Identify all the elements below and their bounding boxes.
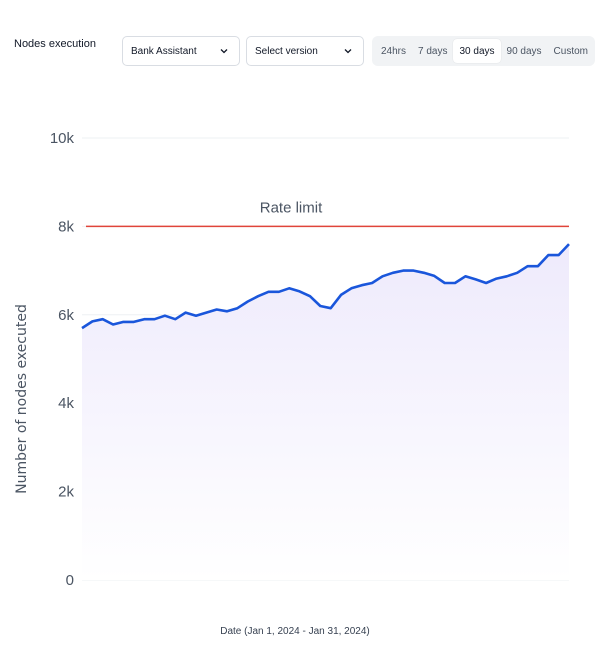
range-30-days[interactable]: 30 days xyxy=(453,39,501,63)
range-24hrs[interactable]: 24hrs xyxy=(381,45,407,57)
range-custom[interactable]: Custom xyxy=(553,45,588,57)
chevron-down-icon xyxy=(341,44,355,58)
y-axis-title: Number of nodes executed xyxy=(14,304,30,494)
y-tick-label: 8k xyxy=(58,218,74,235)
series-area xyxy=(82,244,569,580)
series-line xyxy=(81,243,570,330)
agent-select[interactable]: Bank Assistant xyxy=(122,36,240,66)
range-90-days[interactable]: 90 days xyxy=(506,45,542,57)
y-tick-label: 4k xyxy=(58,395,74,412)
x-axis-title: Date (Jan 1, 2024 - Jan 31, 2024) xyxy=(220,626,370,637)
y-tick-label: 2k xyxy=(58,484,74,501)
page-title: Nodes execution xyxy=(14,38,96,50)
version-select[interactable]: Select version xyxy=(246,36,364,66)
y-tick-label: 6k xyxy=(58,307,74,324)
rate-limit-label: Rate limit xyxy=(260,199,323,216)
time-range-selector: 24hrs 7 days 30 days 90 days Custom xyxy=(372,36,595,66)
version-select-value: Select version xyxy=(255,45,318,57)
agent-select-value: Bank Assistant xyxy=(131,45,197,57)
y-tick-label: 0 xyxy=(66,572,74,589)
chevron-down-icon xyxy=(217,44,231,58)
range-7-days[interactable]: 7 days xyxy=(418,45,448,57)
y-tick-label: 10k xyxy=(50,130,75,147)
nodes-execution-chart: 0 2k 4k 6k 8k 10k Rate limit Number of nodes ex… xyxy=(14,130,570,637)
